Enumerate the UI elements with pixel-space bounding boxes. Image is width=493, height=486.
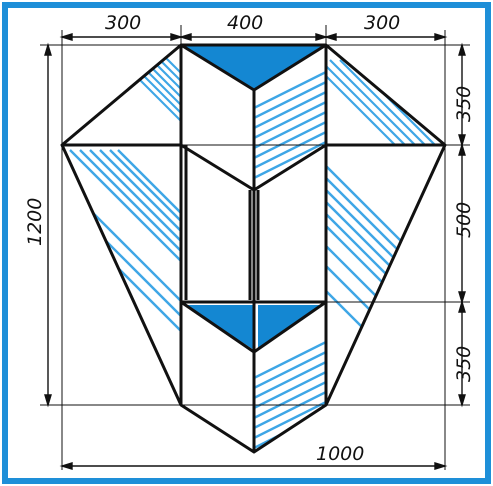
- object-outline: [60, 43, 447, 454]
- dim-top-right: 300: [364, 12, 400, 34]
- dim-right-middle: 500: [453, 202, 475, 238]
- dim-right-top: 350: [453, 86, 475, 122]
- dim-right-bottom: 350: [453, 346, 475, 382]
- top-triangle-fill: [181, 45, 326, 90]
- dim-top-center: 400: [227, 12, 263, 34]
- dim-left-overall: 1200: [24, 198, 46, 246]
- dimension-lines: [44, 33, 466, 470]
- dim-top-left: 300: [105, 12, 141, 34]
- dim-bottom-overall: 1000: [316, 443, 364, 465]
- hatching-center-upper: [254, 68, 326, 182]
